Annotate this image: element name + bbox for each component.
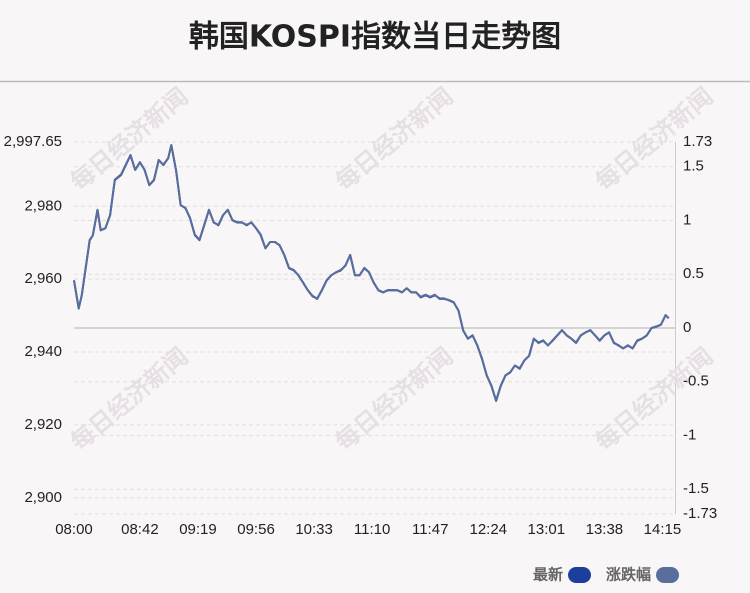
watermark: 每日经济新闻 bbox=[65, 342, 193, 456]
x-tick-label: 13:01 bbox=[528, 521, 566, 538]
y-tick-label: 2,980 bbox=[24, 197, 62, 214]
y-tick-label: 2,960 bbox=[24, 270, 62, 287]
watermark: 每日经济新闻 bbox=[65, 82, 193, 196]
x-tick-label: 11:47 bbox=[412, 521, 448, 538]
x-tick-label: 09:56 bbox=[237, 521, 275, 538]
y2-tick-label: 0 bbox=[683, 319, 691, 336]
y2-tick-label: 1 bbox=[683, 211, 691, 228]
y2-tick-label: -1 bbox=[683, 426, 696, 443]
legend-swatch bbox=[568, 567, 592, 583]
y2-tick-label: 0.5 bbox=[683, 265, 704, 282]
chart-title: 韩国KOSPI指数当日走势图 bbox=[189, 20, 561, 55]
watermark: 每日经济新闻 bbox=[330, 342, 458, 456]
x-tick-label: 12:24 bbox=[469, 521, 507, 538]
y2-tick-label: 1.73 bbox=[683, 133, 712, 150]
x-tick-label: 08:00 bbox=[55, 521, 93, 538]
x-tick-label: 13:38 bbox=[586, 521, 624, 538]
x-tick-label: 11:10 bbox=[354, 521, 390, 538]
x-tick-label: 14:15 bbox=[644, 521, 682, 538]
watermark: 每日经济新闻 bbox=[590, 342, 718, 456]
y-tick-label: 2,940 bbox=[24, 343, 62, 360]
y-tick-label: 2,900 bbox=[24, 489, 62, 506]
watermark: 每日经济新闻 bbox=[330, 82, 458, 196]
y2-tick-label: -0.5 bbox=[683, 373, 709, 390]
y2-tick-label: -1.5 bbox=[683, 480, 709, 497]
series-line bbox=[73, 144, 670, 403]
legend-label: 涨跌幅 bbox=[606, 566, 651, 584]
y2-tick-label: -1.73 bbox=[683, 505, 717, 522]
y2-tick-label: 1.5 bbox=[683, 158, 704, 175]
x-tick-label: 10:33 bbox=[295, 521, 333, 538]
y-tick-label: 2,997.65 bbox=[4, 133, 62, 150]
x-tick-label: 09:19 bbox=[179, 521, 217, 538]
legend-swatch bbox=[656, 567, 680, 583]
y-tick-label: 2,920 bbox=[24, 416, 62, 433]
x-tick-label: 08:42 bbox=[121, 521, 159, 538]
legend-label: 最新 bbox=[533, 566, 563, 584]
